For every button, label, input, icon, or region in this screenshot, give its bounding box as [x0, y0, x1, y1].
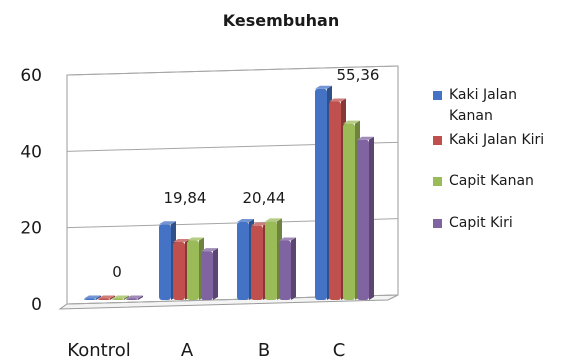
bar-top — [159, 221, 176, 225]
bar-face — [265, 221, 277, 300]
bar-face — [279, 240, 291, 300]
y-tick-label: 20 — [20, 219, 42, 239]
bar-kontrol-4 — [126, 295, 143, 300]
bar-face — [329, 101, 341, 301]
x-axis-ticks: Kontrol A B C — [67, 340, 345, 361]
bar-top — [126, 295, 143, 299]
bar-top — [187, 237, 204, 241]
legend-swatch — [433, 219, 442, 228]
bar-top — [84, 295, 101, 299]
legend: Kaki Jalan Kanan Kaki Jalan Kiri Capit Kana… — [433, 87, 544, 231]
data-label-c: 55,36 — [337, 66, 380, 84]
bar-top — [112, 295, 129, 299]
bar-side — [213, 248, 218, 300]
bar-face — [126, 298, 138, 300]
legend-item: Kaki Jalan Kanan — [433, 87, 517, 124]
data-label-a: 19,84 — [164, 189, 207, 207]
gridline — [66, 65, 399, 76]
bar-side — [124, 295, 129, 300]
legend-label: Capit Kiri — [449, 215, 513, 231]
bar-c-4 — [357, 136, 374, 300]
bar-side — [369, 136, 374, 300]
bar-top — [201, 248, 218, 252]
bar-top — [329, 98, 346, 102]
bar-top — [343, 120, 360, 124]
bar-top — [357, 136, 374, 140]
bar-face — [237, 221, 249, 300]
bar-face — [112, 298, 124, 300]
legend-label: Capit Kanan — [449, 173, 534, 189]
data-label-kontrol: 0 — [112, 263, 122, 281]
bar-face — [201, 251, 213, 300]
bar-face — [84, 298, 96, 300]
legend-item: Kaki Jalan Kiri — [433, 132, 544, 148]
bar-top — [98, 295, 115, 299]
bar-top — [279, 237, 296, 241]
chart-title: Kesembuhan — [223, 11, 339, 30]
bar-top — [251, 222, 268, 226]
bar-side — [291, 237, 296, 300]
bar-kontrol-1 — [84, 295, 101, 300]
y-tick-label: 0 — [31, 295, 42, 315]
bar-side — [96, 295, 101, 300]
x-tick-label: C — [333, 340, 346, 361]
bar-top — [173, 238, 190, 242]
legend-swatch — [433, 91, 442, 100]
y-tick-label: 60 — [20, 66, 42, 86]
bar-face — [187, 240, 199, 300]
bar-kontrol-2 — [98, 295, 115, 300]
bar-face — [98, 298, 110, 300]
bar-b-4 — [279, 237, 296, 300]
legend-swatch — [433, 177, 442, 186]
bar-top — [237, 218, 254, 222]
legend-label: Kaki Jalan Kiri — [449, 132, 544, 148]
data-labels: 0 19,84 20,44 55,36 — [112, 66, 379, 281]
bar-kontrol-3 — [112, 295, 129, 300]
bar-side — [138, 295, 143, 300]
bar-face — [173, 241, 185, 300]
y-axis-ticks: 0 20 40 60 — [20, 66, 42, 315]
bars — [84, 85, 374, 301]
legend-item: Capit Kanan — [433, 173, 534, 189]
bar-face — [159, 224, 171, 300]
legend-swatch — [433, 136, 442, 145]
data-label-b: 20,44 — [243, 189, 286, 207]
bar-face — [251, 225, 263, 300]
bar-face — [357, 139, 369, 300]
bar-top — [265, 218, 282, 222]
bar-side — [110, 295, 115, 300]
legend-label: Kaki Jalan Kanan — [449, 87, 517, 124]
x-tick-label: B — [258, 340, 270, 361]
y-tick-label: 40 — [20, 142, 42, 162]
bar-face — [343, 123, 355, 300]
legend-item: Capit Kiri — [433, 215, 513, 231]
x-tick-label: Kontrol — [67, 340, 130, 361]
x-tick-label: A — [181, 340, 194, 361]
bar-top — [315, 85, 332, 89]
bar-face — [315, 88, 327, 300]
bar-a-4 — [201, 248, 218, 300]
